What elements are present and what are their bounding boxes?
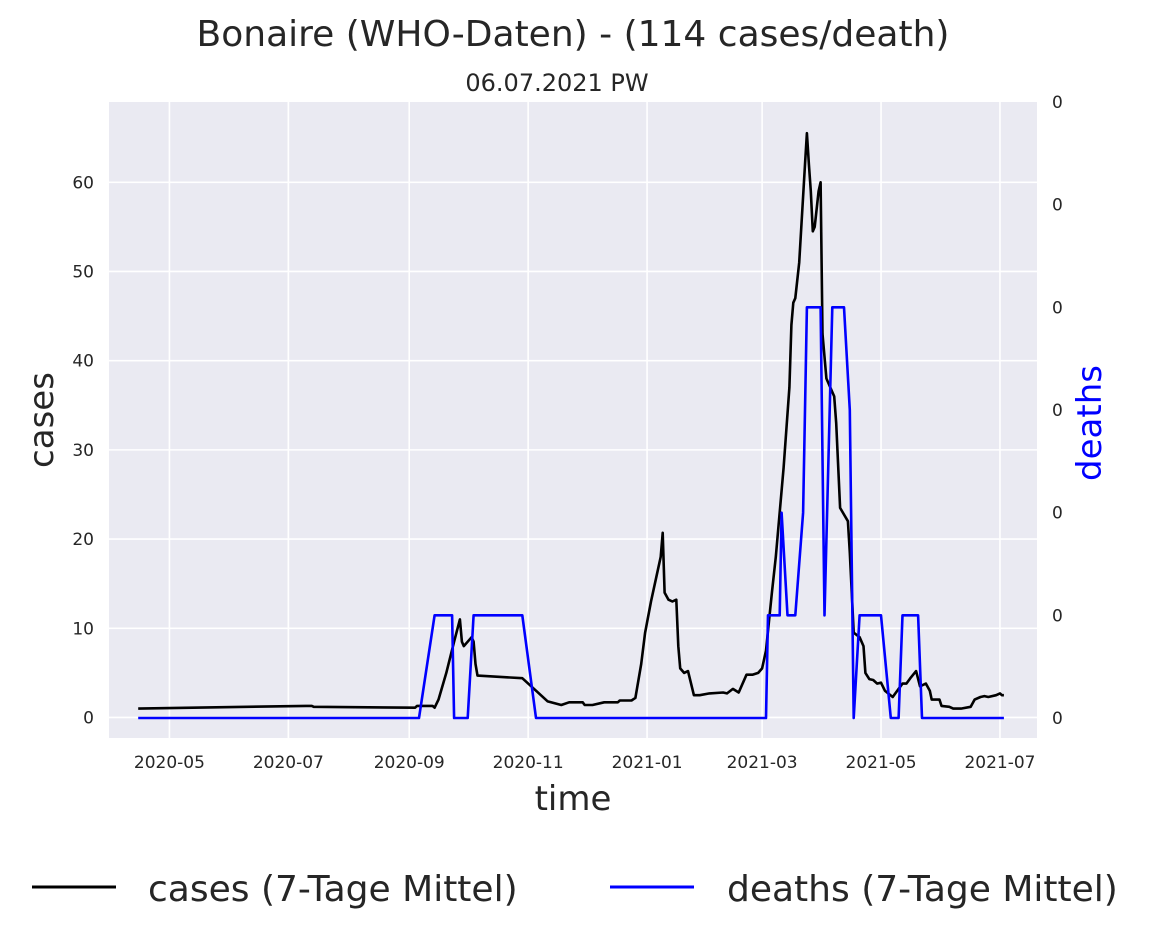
y2-tick-label: 0 <box>1052 709 1063 729</box>
y2-tick-label: 0 <box>1052 93 1063 113</box>
y-tick-label: 50 <box>72 262 94 282</box>
x-tick-label: 2020-09 <box>374 753 445 773</box>
chart-subtitle: 06.07.2021 PW <box>465 69 648 97</box>
x-tick-label: 2020-07 <box>253 753 324 773</box>
legend-label-cases: cases (7-Tage Mittel) <box>148 869 518 910</box>
plot-background <box>109 102 1037 738</box>
legend-label-deaths: deaths (7-Tage Mittel) <box>727 869 1118 910</box>
y-tick-label: 60 <box>72 173 94 193</box>
x-tick-label: 2021-01 <box>612 753 683 773</box>
y2-tick-label: 0 <box>1052 401 1063 421</box>
x-tick-label: 2020-11 <box>493 753 564 773</box>
x-tick-labels: 2020-05 2020-07 2020-09 2020-11 2021-01 2021-… <box>134 753 1036 773</box>
x-tick-label: 2021-07 <box>964 753 1035 773</box>
y-tick-labels: 0 10 20 30 40 50 60 <box>72 173 94 728</box>
x-tick-label: 2021-05 <box>846 753 917 773</box>
y-tick-label: 20 <box>72 530 94 550</box>
y2-axis-label: deaths <box>1070 365 1110 481</box>
series-lines <box>138 131 1004 720</box>
grid <box>109 102 1037 738</box>
y2-tick-label: 0 <box>1052 196 1063 216</box>
chart-title: Bonaire (WHO-Daten) - (114 cases/death) <box>197 14 950 55</box>
y2-tick-label: 0 <box>1052 606 1063 626</box>
y-tick-label: 10 <box>72 619 94 639</box>
x-axis-label: time <box>535 779 612 819</box>
y2-tick-labels: 0 0 0 0 0 0 0 <box>1052 93 1063 729</box>
x-tick-label: 2021-03 <box>727 753 798 773</box>
y2-tick-label: 0 <box>1052 504 1063 524</box>
y-tick-label: 0 <box>83 708 94 728</box>
cases-line <box>138 131 1004 710</box>
deaths-line <box>138 305 1004 720</box>
x-tick-label: 2020-05 <box>134 753 205 773</box>
legend: cases (7-Tage Mittel) deaths (7-Tage Mit… <box>32 869 1118 910</box>
y-tick-label: 30 <box>72 441 94 461</box>
y-tick-label: 40 <box>72 352 94 372</box>
y-axis-label: cases <box>22 372 62 468</box>
y2-tick-label: 0 <box>1052 298 1063 318</box>
